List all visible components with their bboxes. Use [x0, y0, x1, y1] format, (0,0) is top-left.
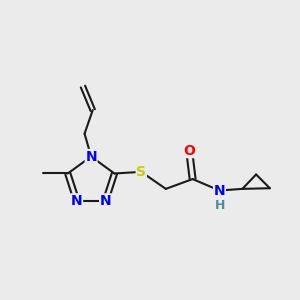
Text: N: N	[214, 184, 225, 197]
Text: N: N	[85, 149, 97, 164]
Text: H: H	[215, 199, 226, 212]
Text: O: O	[183, 144, 195, 158]
Text: N: N	[100, 194, 111, 208]
Text: S: S	[136, 165, 146, 179]
Text: N: N	[71, 194, 82, 208]
